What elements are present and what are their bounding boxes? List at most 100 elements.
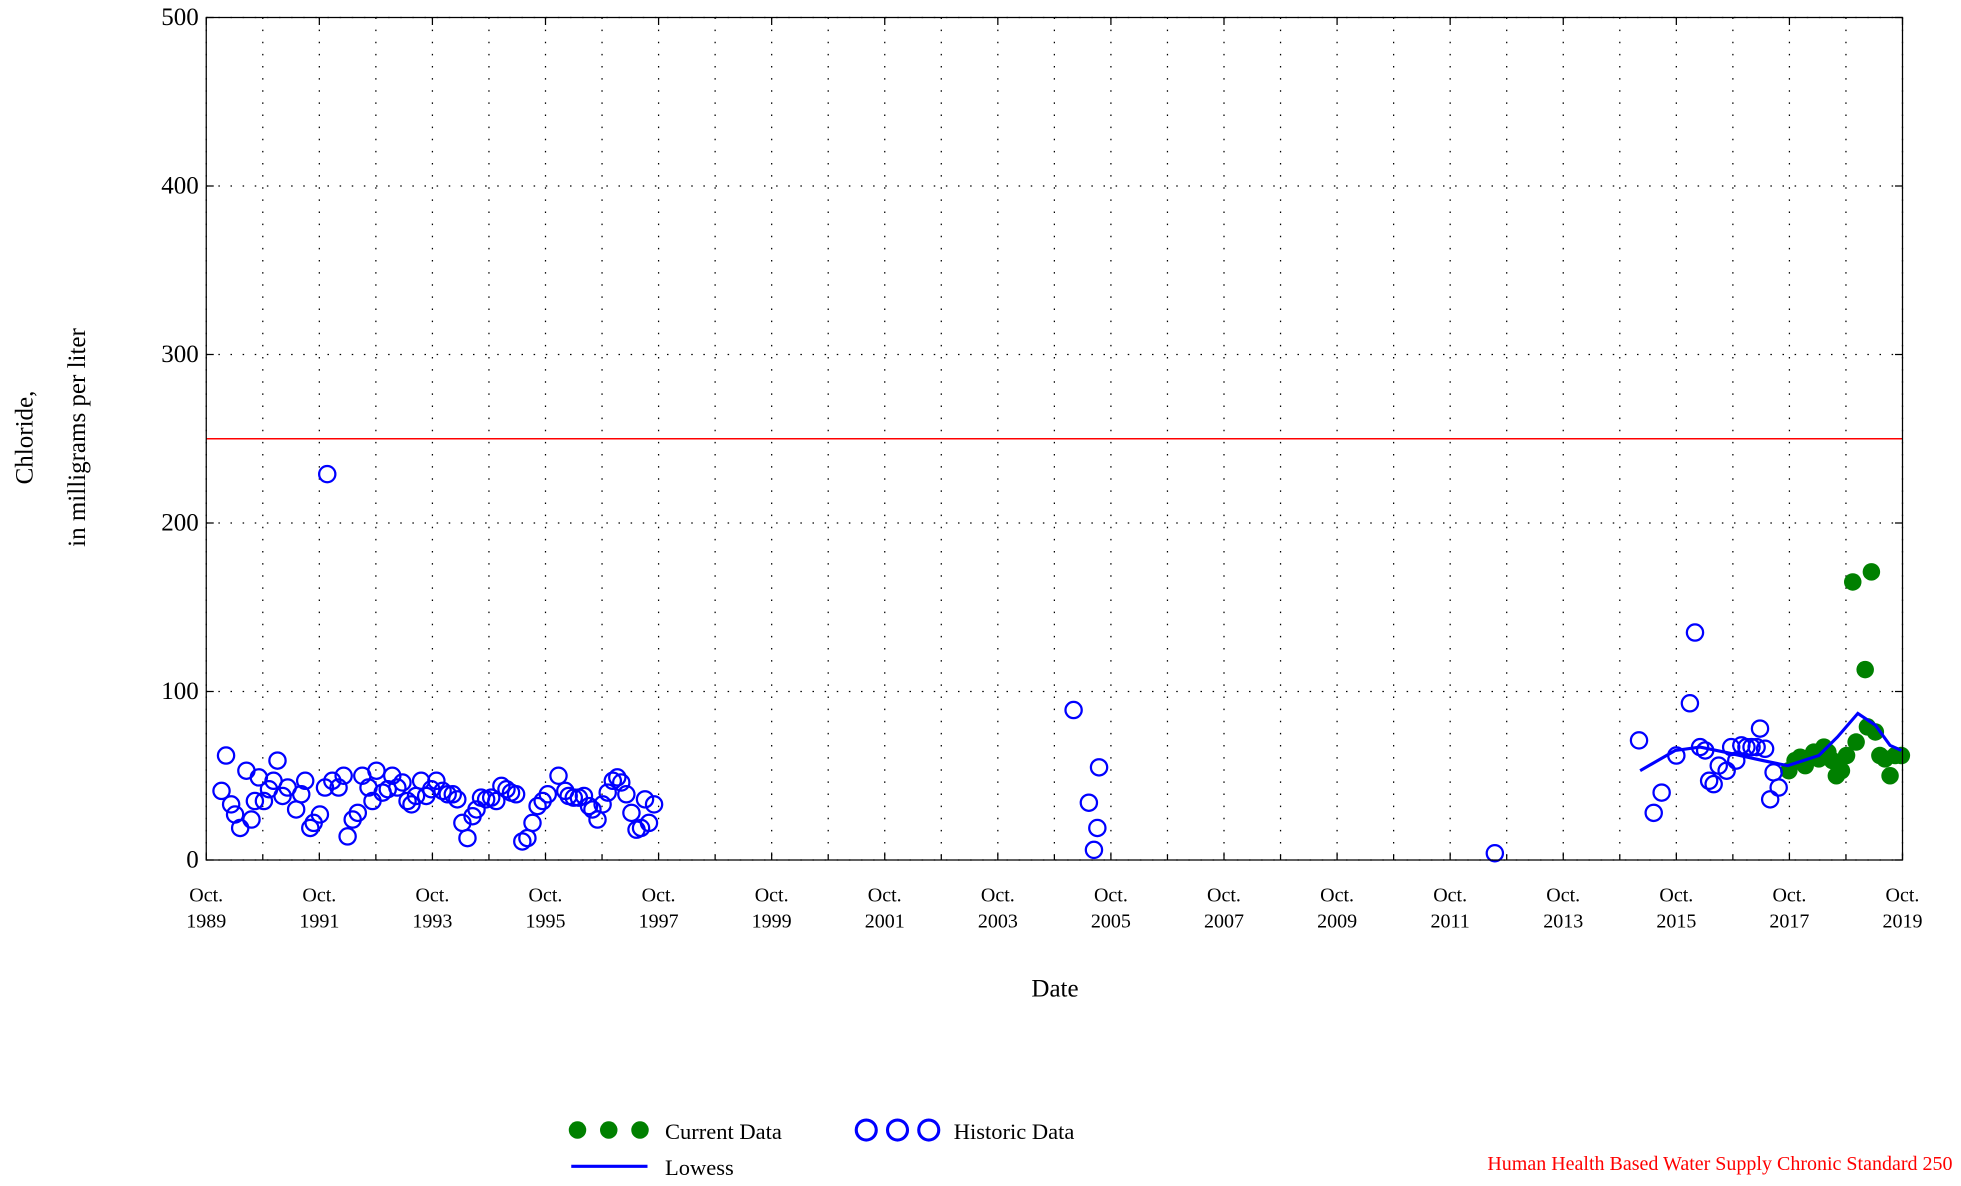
historic-point	[588, 810, 607, 829]
historic-point	[221, 795, 241, 814]
legend-symbol	[631, 1121, 649, 1139]
x-tick-label-line: 1999	[752, 911, 792, 933]
current-point	[1856, 660, 1874, 679]
x-tick-label: Oct. 2011	[1431, 884, 1470, 932]
historic-point	[1088, 818, 1107, 838]
historic-point	[1064, 700, 1083, 720]
x-tick-label-line: 1993	[412, 911, 452, 933]
historic-point	[427, 771, 446, 791]
x-tick-label-line: Oct.	[1886, 884, 1920, 906]
historic-point	[1699, 771, 1719, 791]
x-tick-label-line: 2005	[1091, 911, 1131, 933]
y-tick-label: 200	[161, 510, 199, 537]
historic-point	[1760, 790, 1780, 809]
historic-point	[612, 773, 631, 792]
historic-point	[617, 785, 636, 804]
legend-symbol	[568, 1121, 587, 1139]
historic-point	[338, 827, 357, 846]
current-point	[1892, 746, 1911, 765]
historic-point	[639, 813, 659, 833]
legend-label: Lowess	[665, 1155, 734, 1180]
historic-point	[1685, 623, 1705, 642]
x-tick-label-line: Oct.	[415, 884, 449, 906]
historic-point	[458, 828, 477, 848]
historic-point	[1755, 739, 1775, 759]
historic-point	[393, 773, 412, 792]
x-tick-label-line: 1991	[299, 911, 339, 933]
historic-point	[323, 771, 342, 791]
current-point	[1847, 733, 1865, 751]
historic-point	[1652, 783, 1671, 802]
legend-symbol	[917, 1118, 941, 1142]
current-point	[1881, 767, 1899, 785]
historic-point	[523, 813, 542, 833]
x-tick-label-line: 2011	[1431, 911, 1470, 933]
historic-point	[492, 776, 511, 796]
x-tick-label-line: 1995	[526, 911, 566, 933]
x-tick-label-line: 2003	[978, 911, 1018, 933]
historic-point	[1644, 803, 1663, 823]
legend-symbol	[885, 1118, 910, 1142]
y-tick-label: 0	[186, 847, 199, 874]
historic-point	[317, 464, 337, 484]
historic-point	[608, 768, 627, 787]
historic-point	[411, 771, 431, 791]
historic-point	[1629, 731, 1649, 750]
historic-point	[598, 783, 617, 802]
historic-point	[1750, 719, 1770, 738]
x-tick-label-line: Oct.	[189, 884, 223, 906]
historic-point	[268, 751, 287, 770]
y-tick-label: 300	[161, 341, 199, 368]
current-point	[1837, 746, 1856, 765]
x-tick-label-line: Oct.	[1546, 884, 1580, 906]
x-tick-label: Oct. 1995	[526, 884, 566, 932]
x-tick-label-line: Oct.	[529, 884, 563, 906]
x-tick-label-line: Oct.	[1659, 884, 1693, 906]
x-tick-label-line: 2013	[1543, 911, 1583, 933]
historic-point	[481, 788, 501, 807]
x-tick-label: Oct. 2015	[1656, 884, 1696, 932]
historic-point	[448, 790, 467, 809]
historic-point	[1485, 844, 1505, 863]
historic-point	[443, 785, 463, 804]
historic-point	[295, 771, 315, 791]
historic-point	[237, 761, 256, 780]
historic-point	[1764, 763, 1783, 782]
y-tick-label: 500	[161, 4, 199, 31]
y-axis-label: Chloride,	[11, 391, 38, 485]
current-point	[1866, 723, 1885, 741]
historic-point	[574, 786, 594, 806]
x-tick-label-line: Oct.	[642, 884, 676, 906]
x-tick-label: Oct. 1989	[186, 884, 226, 932]
historic-point	[528, 796, 547, 816]
historic-point	[245, 791, 265, 811]
historic-point	[1717, 761, 1736, 780]
historic-point	[467, 800, 486, 819]
y-axis-label: in milligrams per liter	[64, 327, 91, 546]
x-tick-label-line: 1989	[186, 911, 226, 933]
x-tick-label-line: 2001	[865, 911, 905, 933]
x-tick-label-line: Oct.	[1772, 884, 1806, 906]
historic-point	[506, 785, 526, 804]
historic-point	[579, 796, 599, 816]
historic-point	[1704, 774, 1723, 794]
current-point	[1832, 761, 1851, 780]
historic-point	[388, 778, 407, 797]
reference-label: Human Health Based Water Supply Chronic …	[1487, 1153, 1952, 1175]
x-tick-label-line: 2007	[1204, 911, 1244, 933]
historic-point	[1742, 737, 1761, 757]
historic-point	[583, 800, 602, 819]
historic-point	[301, 818, 320, 838]
x-tick-label: Oct. 2019	[1883, 884, 1923, 932]
x-tick-label-line: Oct.	[1320, 884, 1354, 906]
current-point	[1862, 563, 1881, 581]
historic-point	[242, 810, 261, 829]
historic-point	[1769, 778, 1788, 797]
historic-point	[216, 746, 236, 765]
historic-point	[564, 788, 584, 807]
x-tick-label: Oct. 2007	[1204, 884, 1244, 932]
historic-point	[1084, 840, 1104, 860]
x-tick-label: Oct. 2013	[1543, 884, 1583, 932]
legend-label: Historic Data	[954, 1119, 1075, 1144]
historic-point	[291, 785, 311, 804]
